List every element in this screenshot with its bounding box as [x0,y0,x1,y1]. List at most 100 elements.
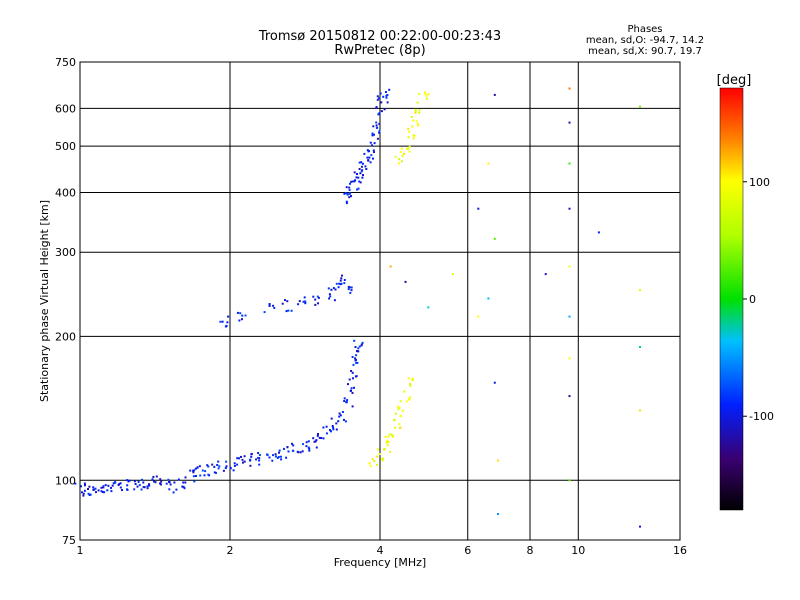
data-point [143,486,146,489]
data-point [207,465,210,468]
data-point [382,95,385,98]
data-point [279,455,282,458]
data-point [241,318,243,321]
data-point [239,312,242,315]
x-tick-label: 4 [377,544,384,557]
data-point [372,157,374,160]
data-point [355,358,357,361]
data-point [375,121,378,124]
data-point [329,429,331,432]
data-point [271,459,274,462]
data-point [155,475,158,478]
data-point [211,463,214,466]
x-axis-label: Frequency [MHz] [334,556,426,569]
data-point [175,488,178,491]
data-point [291,442,293,445]
data-point [307,446,310,449]
data-point [126,479,129,482]
data-point [308,449,311,452]
data-point [165,482,168,485]
data-point [408,397,411,400]
data-point [343,279,346,281]
data-point [356,361,359,364]
data-point [373,460,376,463]
data-point [286,300,289,303]
data-point [328,297,331,300]
data-point [257,452,260,454]
y-tick-label: 750 [55,56,76,69]
data-point [408,145,411,148]
x-tick-label: 8 [527,544,534,557]
legend-line-o: mean, sd,O: -94.7, 14.2 [586,35,704,46]
data-point [236,457,239,460]
data-point [568,207,571,210]
data-point [332,428,335,431]
data-point [327,287,330,290]
data-point [597,231,600,234]
data-point [416,101,419,104]
data-point [172,491,175,494]
data-point [568,121,571,124]
data-point [110,490,113,493]
data-point [346,399,349,402]
data-point [351,180,354,183]
data-point [378,129,381,132]
data-point [106,489,109,492]
data-point [371,132,374,135]
data-point [477,207,480,210]
data-point [380,110,383,113]
data-point [353,171,356,174]
x-tick-label: 10 [571,544,585,557]
data-point [417,122,419,125]
colorbar-tick-label: 0 [749,293,756,306]
data-point [335,422,338,425]
data-point [355,176,358,179]
data-point [201,469,204,472]
data-point [350,286,353,289]
data-point [111,484,114,487]
data-point [408,130,411,133]
data-point [388,433,391,436]
data-point [88,494,91,496]
data-point [373,142,376,145]
data-point [364,165,367,168]
data-point [238,319,241,322]
data-point [221,320,224,323]
data-point [315,439,318,442]
data-point [375,106,378,109]
data-point [287,309,290,312]
data-point [119,486,122,489]
data-point [151,478,154,481]
legend-line-x: mean, sd,X: 90.7, 19.7 [588,46,702,57]
data-point [354,346,357,348]
data-point [330,417,333,420]
data-point [146,487,149,490]
data-point [376,455,379,458]
data-point [401,154,404,157]
data-point [418,111,421,114]
data-point [268,303,271,305]
y-tick-label: 100 [55,474,76,487]
data-point [297,303,300,306]
data-point [346,193,349,196]
data-point [278,451,280,454]
data-point [184,481,187,484]
data-point [236,311,239,314]
data-point [417,124,419,127]
data-point [213,465,216,468]
data-point [398,406,401,409]
data-point [403,390,406,393]
data-point [487,162,490,165]
data-point [344,420,347,423]
data-point [134,483,137,485]
data-point [348,186,351,189]
data-point [233,462,236,465]
data-point [399,150,402,153]
data-point [403,152,405,155]
data-point [351,405,354,408]
data-point [204,470,207,473]
data-point [148,484,151,487]
colorbar-tick-label: 100 [749,176,770,189]
data-point [365,168,368,170]
data-point [312,437,315,440]
